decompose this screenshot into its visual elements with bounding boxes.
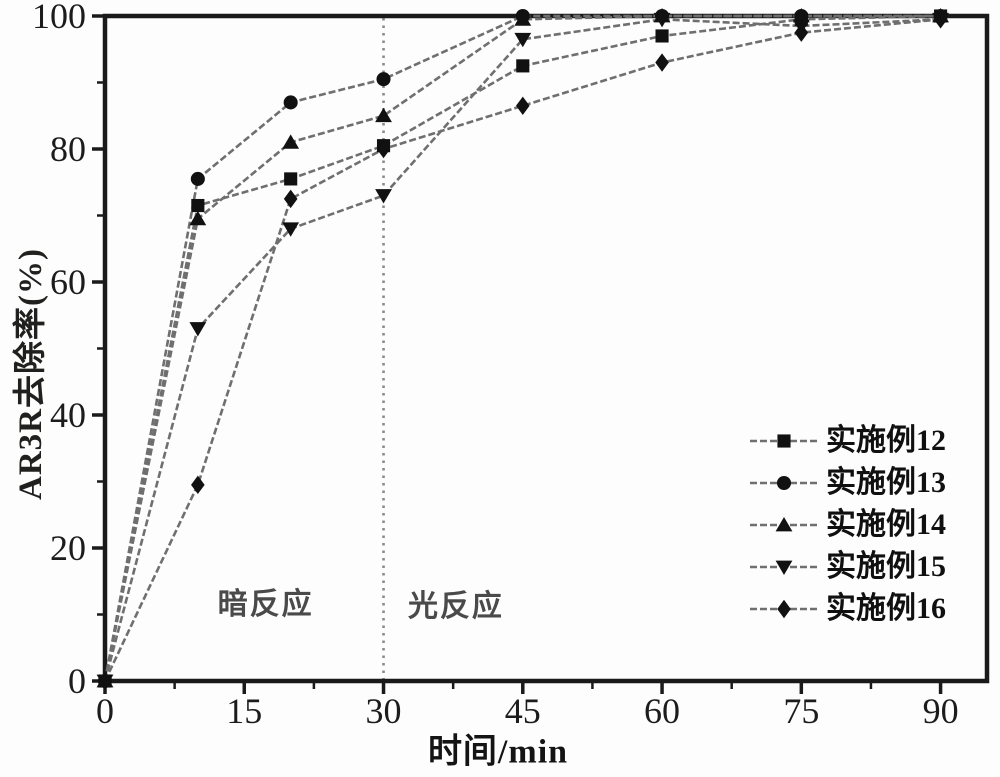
- legend-item-example12: 实施例12: [748, 420, 946, 462]
- legend-label: 实施例15: [826, 550, 946, 583]
- y-axis-title: AR3R去除率(%): [13, 248, 49, 500]
- legend-item-example16: 实施例16: [748, 588, 946, 630]
- x-tick-label-90: 90: [922, 691, 959, 731]
- y-tick-label-40: 40: [50, 395, 86, 435]
- annotation-dark-reaction: 暗反应: [217, 588, 314, 622]
- y-tick-label-80: 80: [50, 129, 86, 169]
- legend-circle-marker-icon: [750, 475, 818, 491]
- annotation-light-reaction: 光反应: [407, 590, 504, 624]
- legend-square-marker-icon: [750, 434, 818, 448]
- legend-label: 实施例16: [826, 592, 946, 625]
- legend-triangle-down-marker-icon: [750, 560, 818, 575]
- legend-label: 实施例14: [826, 508, 946, 541]
- x-axis-title: 时间/min: [427, 733, 569, 771]
- x-tick-label-30: 30: [365, 691, 402, 731]
- x-tick-label-0: 0: [96, 691, 114, 731]
- y-tick-label-0: 0: [68, 661, 86, 701]
- legend-diamond-marker-icon: [750, 599, 818, 619]
- y-tick-label-20: 20: [50, 528, 86, 568]
- x-tick-label-75: 75: [783, 691, 820, 731]
- legend-item-example13: 实施例13: [748, 462, 946, 504]
- y-tick-label-60: 60: [50, 262, 86, 302]
- legend-item-example15: 实施例15: [748, 546, 946, 588]
- x-tick-label-15: 15: [226, 691, 263, 731]
- legend-triangle-up-marker-icon: [750, 517, 818, 532]
- y-tick-label-100: 100: [32, 0, 86, 36]
- x-tick-label-60: 60: [644, 691, 681, 731]
- legend-item-example14: 实施例14: [748, 504, 946, 546]
- x-tick-label-45: 45: [504, 691, 541, 731]
- legend-label: 实施例13: [826, 466, 946, 499]
- legend-label: 实施例12: [826, 424, 946, 457]
- legend: 实施例12 实施例13 实施例14 实施例15 实施例16: [748, 420, 946, 630]
